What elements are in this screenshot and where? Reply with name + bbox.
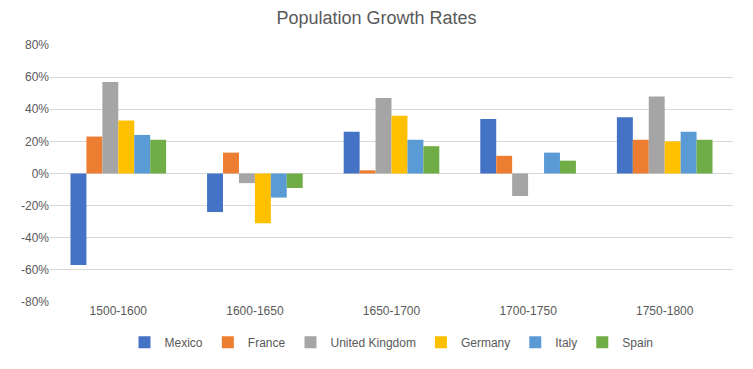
svg-text:0%: 0% <box>32 167 50 181</box>
svg-text:-80%: -80% <box>21 295 49 309</box>
svg-text:Italy: Italy <box>555 336 577 350</box>
svg-text:1600-1650: 1600-1650 <box>226 304 284 318</box>
svg-text:60%: 60% <box>25 70 49 84</box>
svg-text:40%: 40% <box>25 102 49 116</box>
svg-text:United Kingdom: United Kingdom <box>331 336 416 350</box>
svg-text:-60%: -60% <box>21 263 49 277</box>
svg-text:Germany: Germany <box>461 336 510 350</box>
svg-text:1650-1700: 1650-1700 <box>363 304 421 318</box>
svg-text:1500-1600: 1500-1600 <box>90 304 148 318</box>
svg-text:1750-1800: 1750-1800 <box>636 304 694 318</box>
svg-text:80%: 80% <box>25 38 49 52</box>
svg-text:1700-1750: 1700-1750 <box>499 304 557 318</box>
svg-text:France: France <box>248 336 286 350</box>
svg-text:20%: 20% <box>25 135 49 149</box>
svg-text:Spain: Spain <box>622 336 653 350</box>
svg-text:Mexico: Mexico <box>165 336 203 350</box>
svg-text:Population Growth Rates: Population Growth Rates <box>276 8 476 28</box>
svg-text:-40%: -40% <box>21 231 49 245</box>
svg-text:-20%: -20% <box>21 199 49 213</box>
